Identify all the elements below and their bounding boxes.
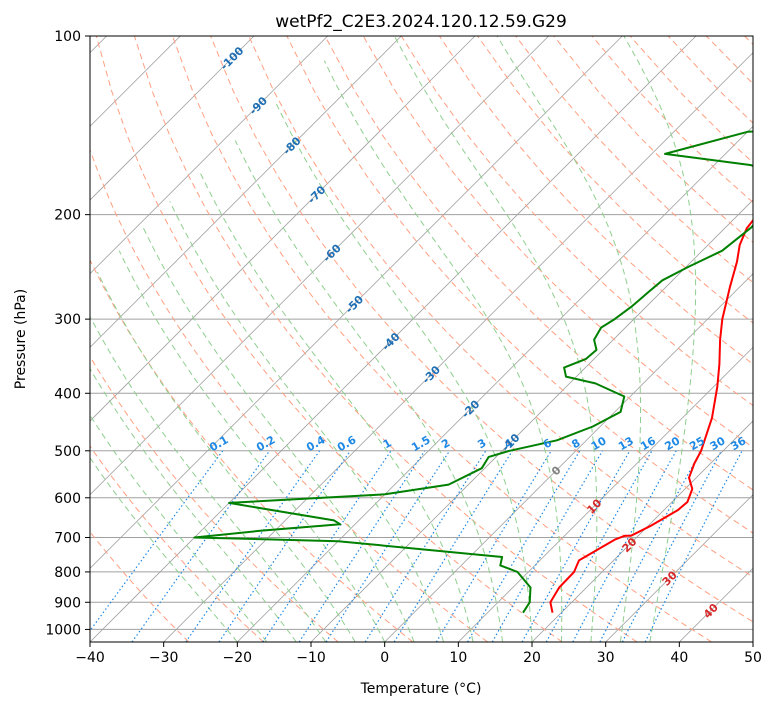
x-tick-label: 40 bbox=[670, 650, 688, 666]
y-tick-label: 1000 bbox=[45, 622, 81, 638]
x-tick-label: −10 bbox=[296, 650, 326, 666]
x-axis-label: Temperature (°C) bbox=[360, 681, 482, 697]
x-tick-label: −30 bbox=[149, 650, 179, 666]
y-tick-label: 200 bbox=[54, 208, 81, 224]
x-tick-label: −20 bbox=[223, 650, 253, 666]
y-tick-label: 800 bbox=[54, 565, 81, 581]
x-tick-label: 10 bbox=[449, 650, 467, 666]
x-tick-label: 0 bbox=[380, 650, 389, 666]
y-tick-label: 100 bbox=[54, 29, 81, 45]
y-tick-label: 600 bbox=[54, 491, 81, 507]
x-tick-label: −40 bbox=[75, 650, 105, 666]
y-tick-label: 400 bbox=[54, 386, 81, 402]
y-tick-label: 700 bbox=[54, 531, 81, 547]
y-tick-label: 300 bbox=[54, 312, 81, 328]
y-tick-label: 500 bbox=[54, 444, 81, 460]
y-axis-label: Pressure (hPa) bbox=[13, 289, 29, 389]
chart-title: wetPf2_C2E3.2024.120.12.59.G29 bbox=[275, 12, 567, 32]
x-tick-label: 20 bbox=[523, 650, 541, 666]
x-tick-label: 30 bbox=[597, 650, 615, 666]
x-tick-label: 50 bbox=[744, 650, 762, 666]
y-tick-label: 900 bbox=[54, 595, 81, 611]
